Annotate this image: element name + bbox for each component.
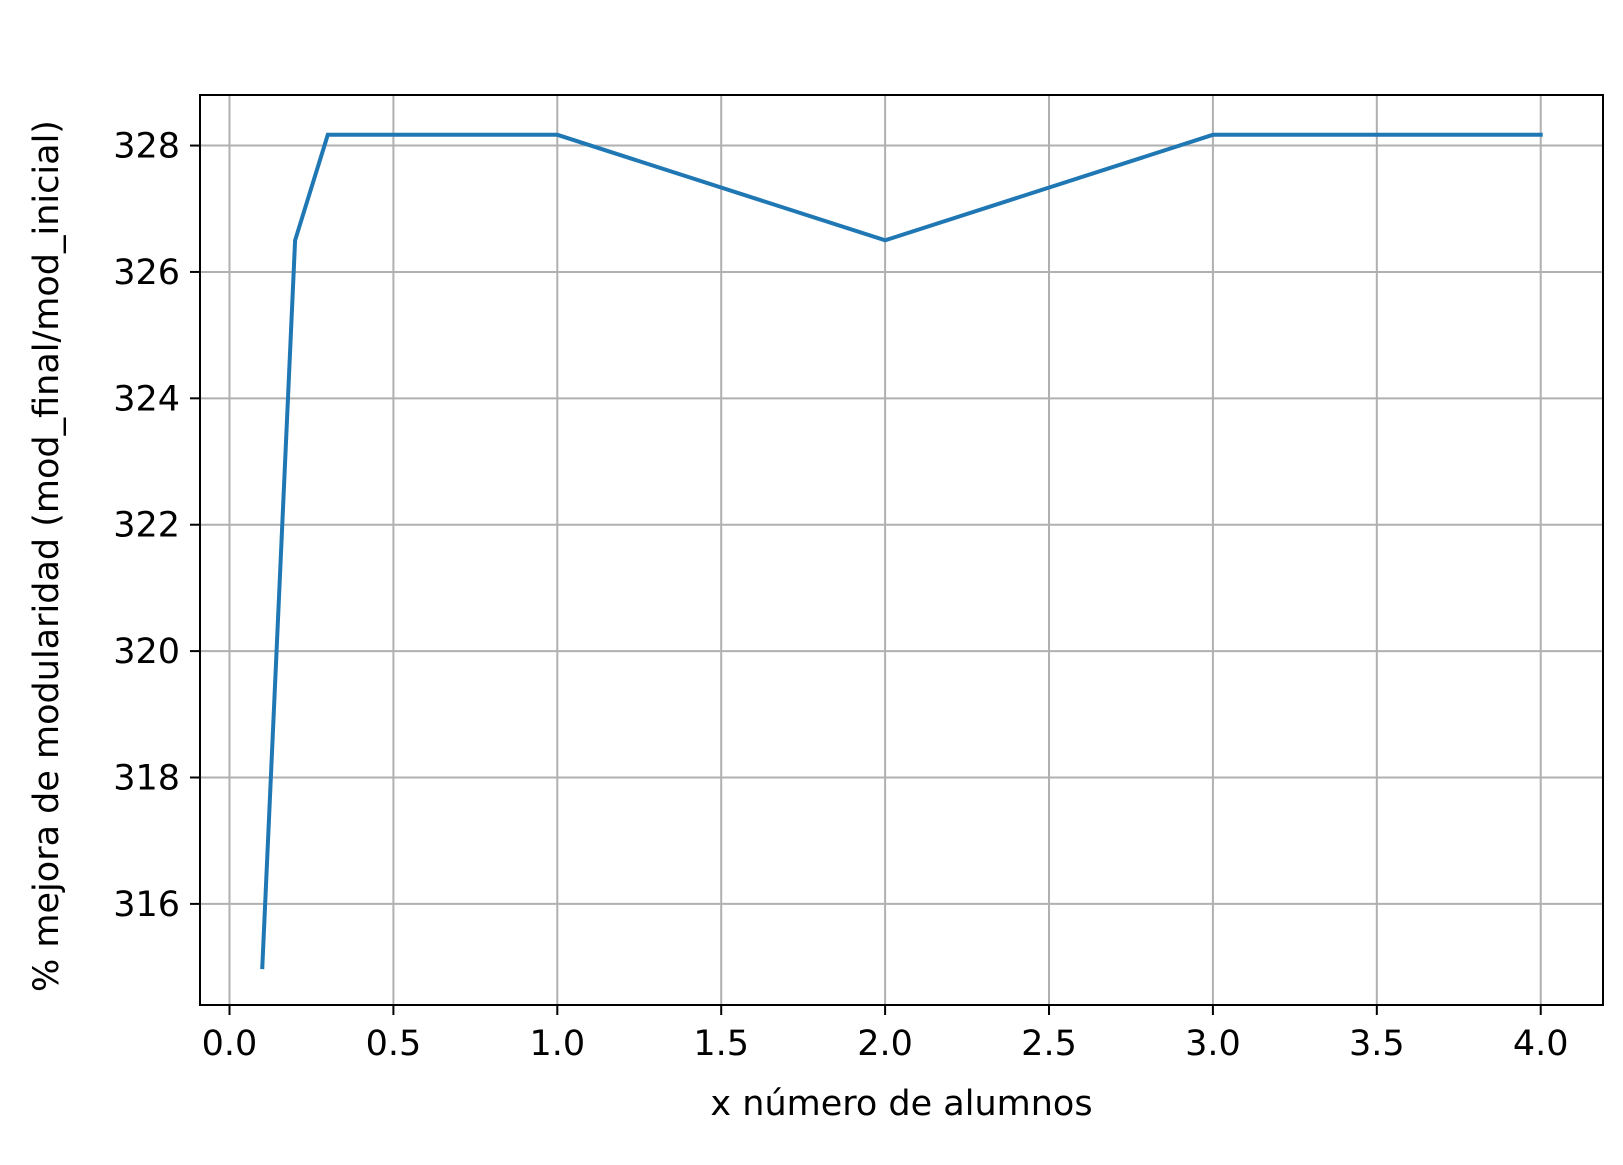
- x-tick-label: 2.0: [857, 1024, 913, 1064]
- x-tick-label: 4.0: [1513, 1024, 1569, 1064]
- series-line: [260, 132, 1543, 970]
- x-tick-label: 3.0: [1185, 1024, 1241, 1064]
- y-tick-label: 328: [113, 127, 180, 167]
- grid: [200, 95, 1603, 1005]
- series-layer: [260, 132, 1543, 970]
- x-tick-label: 3.5: [1349, 1024, 1405, 1064]
- y-tick-label: 316: [113, 885, 180, 925]
- x-tick-label: 0.5: [366, 1024, 422, 1064]
- x-axis-label: x número de alumnos: [710, 1084, 1092, 1124]
- y-tick-label: 318: [113, 759, 180, 799]
- y-tick-label: 326: [113, 253, 180, 293]
- y-tick-label: 322: [113, 506, 180, 546]
- ticks: 0.0 0.5 1.0 1.5 2.0 2.5 3.0 3.5 4.0 316 318 320 322 3…: [113, 127, 1568, 1064]
- x-tick-label: 1.0: [529, 1024, 585, 1064]
- y-tick-label: 320: [113, 632, 180, 672]
- x-tick-label: 0.0: [202, 1024, 258, 1064]
- x-tick-label: 2.5: [1021, 1024, 1077, 1064]
- plot-frame: [199, 94, 1604, 1006]
- x-tick-label: 1.5: [693, 1024, 749, 1064]
- y-tick-label: 324: [113, 379, 180, 419]
- y-axis-label: % mejora de modularidad (mod_final/mod_i…: [27, 120, 67, 992]
